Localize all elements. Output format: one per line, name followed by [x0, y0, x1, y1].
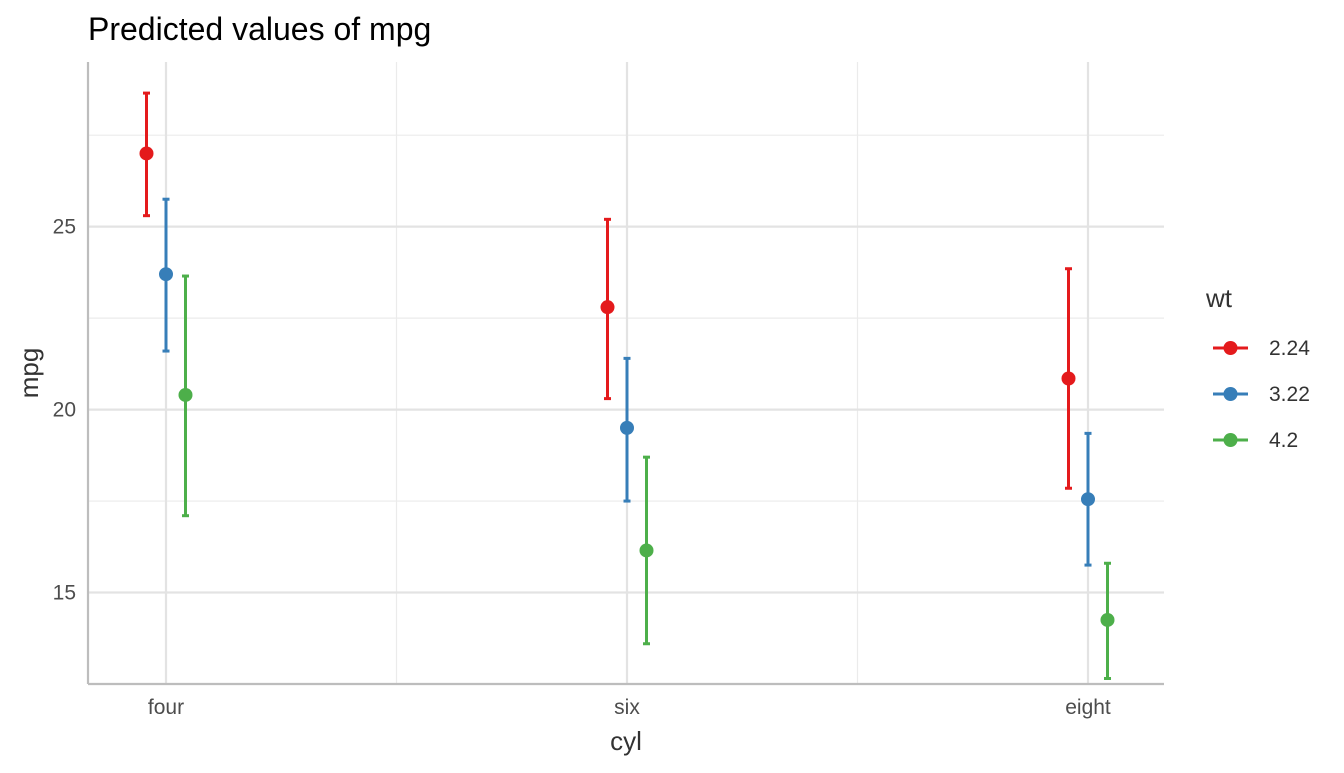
data-point [1061, 371, 1076, 386]
x-tick-label: eight [1065, 696, 1111, 719]
x-axis-title: cyl [610, 726, 642, 756]
errorbar-point [159, 197, 173, 353]
x-tick-label: four [148, 696, 184, 719]
errorbar-point [639, 455, 654, 646]
legend-key-point [1223, 387, 1238, 401]
errorbar-point [1061, 267, 1076, 490]
legend-label: 3.22 [1269, 383, 1310, 406]
y-tick-label: 15 [53, 582, 76, 605]
y-axis-title: mpg [14, 348, 44, 399]
errorbar-point [1081, 431, 1095, 567]
errorbar-point [139, 91, 154, 218]
legend-item: 2.24 [1213, 337, 1310, 360]
errorbar-point [620, 356, 634, 503]
legend-key-point [1223, 341, 1238, 355]
data-point [1081, 492, 1095, 507]
legend-item: 4.2 [1213, 429, 1298, 452]
errorbar-point [600, 217, 615, 401]
errorbar-point [1100, 561, 1115, 681]
legend-key-point [1223, 433, 1238, 447]
data-point [620, 420, 634, 435]
legend-label: 2.24 [1269, 337, 1310, 360]
axes-layer: 15 20 25 four six eight [53, 62, 1164, 719]
y-tick-label: 25 [53, 216, 76, 239]
legend-items: 2.24 3.22 4.2 [1213, 337, 1310, 452]
legend-label: 4.2 [1269, 429, 1298, 452]
grid-layer [88, 62, 1164, 685]
data-point [178, 387, 193, 402]
data-point [139, 146, 154, 161]
y-tick-label: 20 [53, 399, 76, 422]
marks-layer [139, 91, 1115, 681]
errorbar-point [178, 274, 193, 518]
legend-item: 3.22 [1213, 383, 1310, 406]
legend-title: wt [1205, 283, 1233, 313]
chart-title: Predicted values of mpg [88, 11, 431, 47]
data-point [1100, 612, 1115, 627]
legend: wt 2.24 3.22 4.2 [1205, 283, 1310, 452]
data-point [600, 300, 615, 315]
x-tick-label: six [614, 696, 640, 719]
data-point [159, 267, 173, 282]
data-point [639, 543, 654, 558]
